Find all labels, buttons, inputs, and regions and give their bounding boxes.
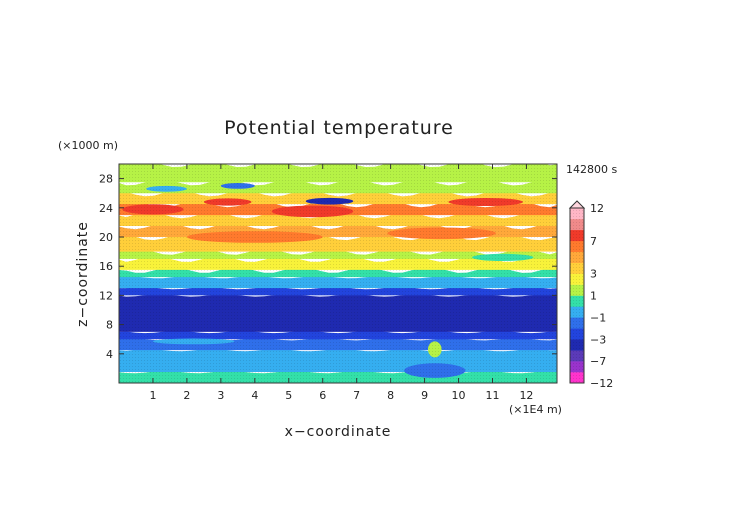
colorbar-label: 7 xyxy=(590,235,597,248)
y-tick-label: 16 xyxy=(99,260,113,273)
chart-title: Potential temperature xyxy=(224,117,454,139)
y-axis-label: z−coordinate xyxy=(75,221,91,327)
y-unit-label: (×1000 m) xyxy=(58,139,118,152)
y-tick-label: 28 xyxy=(99,173,113,186)
colorbar-stipple xyxy=(570,208,584,383)
x-tick-label: 8 xyxy=(387,389,394,402)
colorbar-label: 12 xyxy=(590,202,604,215)
x-tick-label: 1 xyxy=(149,389,156,402)
x-tick-label: 6 xyxy=(319,389,326,402)
x-tick-label: 11 xyxy=(485,389,499,402)
x-unit-label: (×1E4 m) xyxy=(509,403,562,416)
x-tick-label: 4 xyxy=(251,389,258,402)
colorbar-label: 1 xyxy=(590,290,597,303)
x-tick-label: 5 xyxy=(285,389,292,402)
colorbar-arrow-icon xyxy=(568,200,586,209)
y-tick-label: 12 xyxy=(99,289,113,302)
y-tick-label: 8 xyxy=(106,319,113,332)
x-tick-label: 7 xyxy=(353,389,360,402)
colorbar-label: −12 xyxy=(590,377,613,390)
plot-frame xyxy=(118,163,558,384)
x-tick-label: 3 xyxy=(217,389,224,402)
x-axis-label: x−coordinate xyxy=(285,424,392,440)
x-tick-label: 2 xyxy=(183,389,190,402)
x-tick-label: 9 xyxy=(421,389,428,402)
y-tick-label: 24 xyxy=(99,202,113,215)
x-axis: 1 2 3 4 5 6 7 8 9 10 11 12 xyxy=(149,164,533,402)
colorbar-label: −1 xyxy=(590,311,606,324)
x-tick-label: 10 xyxy=(452,389,466,402)
y-axis: 4 8 12 16 20 24 28 xyxy=(99,173,557,361)
x-tick-label: 12 xyxy=(519,389,533,402)
colorbar-label: −7 xyxy=(590,355,606,368)
colorbar: 12 7 3 1 −1 −3 −7 −12 xyxy=(568,200,613,390)
time-label: 142800 s xyxy=(566,163,617,176)
colorbar-label: −3 xyxy=(590,333,606,346)
y-tick-label: 4 xyxy=(106,348,113,361)
plot-stipple xyxy=(119,164,557,383)
y-tick-label: 20 xyxy=(99,231,113,244)
colorbar-label: 3 xyxy=(590,268,597,281)
